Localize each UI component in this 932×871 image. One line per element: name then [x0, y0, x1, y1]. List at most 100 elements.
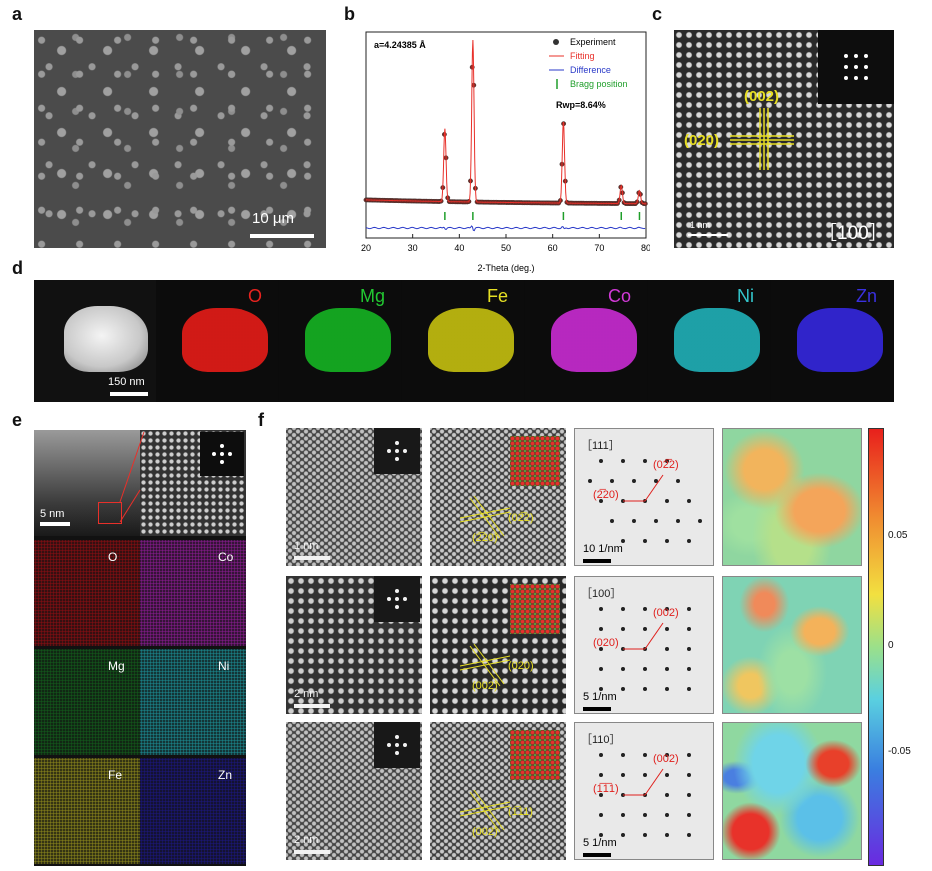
eds-particle-co [551, 308, 637, 372]
f-hrtem-model-2: (020) (002) [430, 576, 566, 714]
hrtem-c-scale-text: 1 nm [690, 220, 711, 230]
e-map-co: Co [140, 540, 246, 646]
eds-label-o: O [247, 286, 262, 306]
eds-grid: 5 nm O Co Mg Ni Fe Zn [34, 430, 246, 866]
f-crystal-model-3 [510, 730, 560, 780]
f-saed-scale-text-1: 10 1/nm [583, 543, 623, 555]
legend-experiment-marker [553, 39, 559, 45]
f-saed-2: ［100］ (002) (020) 5 1/nm [574, 576, 714, 714]
f-saed-scale-bar-1 [583, 559, 611, 563]
xrd-x-tick-label-3: 50 [501, 243, 511, 253]
eds-label-ni: Ni [737, 286, 754, 306]
e-map-ni: Ni [140, 649, 246, 755]
f-strain-map-3 [722, 722, 862, 860]
plane-label-c-020: (020) [684, 132, 720, 149]
f-saed-zone-2: ［100］ [581, 588, 622, 600]
fft-inset-c [818, 30, 894, 104]
legend-difference-label: Difference [570, 65, 611, 75]
eds-label-co: Co [607, 286, 631, 306]
haadf-e-scale-text: 5 nm [40, 508, 65, 520]
panel-label-c: c [652, 4, 663, 24]
f-fft-inset-3 [374, 722, 420, 768]
eds-particle-ni [674, 308, 760, 372]
plane-label-c-002: (002) [744, 88, 780, 105]
xrd-difference-line [365, 225, 646, 232]
f-saed-plane-b-3: (1̅1̅1) [593, 783, 619, 795]
f-plane-label-a-1: (02̅2) [508, 512, 534, 524]
legend-fitting-label: Fitting [570, 51, 595, 61]
eds-particle-fe [428, 308, 514, 372]
e-map-o: O [34, 540, 140, 646]
panel-label-e: e [12, 410, 23, 430]
f-crystal-model-1 [510, 436, 560, 486]
f-hrtem-2: 2 nm [286, 576, 422, 714]
f-saed-scale-text-3: 5 1/nm [583, 837, 617, 849]
legend-experiment-label: Experiment [570, 37, 616, 47]
zone-axis-c: ［100］ [818, 223, 888, 244]
haadf-image: 150 nm [34, 280, 156, 402]
f-strain-map-2 [722, 576, 862, 714]
colorbar-tick-neg: -0.05 [888, 746, 911, 757]
xrd-x-axis-label: 2-Theta (deg.) [477, 263, 534, 273]
xrd-fitting-line [366, 39, 646, 205]
f-plane-label-a-2: (020) [508, 660, 534, 672]
fft-inset-e [200, 432, 244, 476]
legend-bragg-label: Bragg position [570, 79, 628, 89]
eds-map-zn: Zn [771, 280, 893, 402]
f-saed-plane-a-2: (002) [653, 607, 679, 619]
f-hrtem-scale-text-2: 2 nm [294, 688, 319, 700]
f-fft-inset-2 [374, 576, 420, 622]
f-hrtem-scale-bar-3 [294, 850, 330, 854]
f-saed-scale-bar-3 [583, 853, 611, 857]
e-map-zn: Zn [140, 758, 246, 864]
eds-map-co: Co [525, 280, 647, 402]
e-map-label-co: Co [218, 550, 234, 564]
f-plane-label-b-1: (2̅20) [472, 532, 498, 544]
hrtem-e-zoom [140, 430, 246, 536]
xrd-rwp-value: Rwp=8.64% [556, 100, 606, 110]
f-saed-plane-b-1: (2̅20) [593, 489, 619, 501]
xrd-x-tick-label-6: 80 [641, 243, 650, 253]
f-saed-plane-a-3: (002) [653, 753, 679, 765]
hrtem-c-scale-bar [688, 234, 728, 236]
f-saed-zone-3: ［110］ [581, 734, 621, 746]
eds-label-fe: Fe [486, 286, 508, 306]
e-map-mg: Mg [34, 649, 140, 755]
panel-label-d: d [12, 258, 23, 278]
haadf-e-scale-bar [40, 522, 70, 526]
xrd-lattice-parameter: a=4.24385 Å [374, 40, 426, 50]
haadf-scale-bar [110, 392, 148, 396]
xrd-x-tick-label-0: 20 [361, 243, 371, 253]
xrd-x-tick-label-1: 30 [408, 243, 418, 253]
f-hrtem-3: 2 nm [286, 722, 422, 860]
eds-particle-o [182, 308, 268, 372]
xrd-plot-frame [365, 31, 647, 239]
f-saed-zone-1: ［111］ [581, 440, 620, 452]
f-crystal-model-2 [510, 584, 560, 634]
f-hrtem-1: 1 nm [286, 428, 422, 566]
f-plane-label-b-2: (002) [472, 680, 498, 692]
hrtem-image-c: (002) (020) ［100］ 1 nm [674, 30, 894, 248]
xrd-chart: 20 30 40 50 60 70 80 2-Theta (deg.) a=4.24385 … [361, 31, 650, 273]
haadf-particle [64, 306, 148, 372]
colorbar-tick-pos: 0.05 [888, 530, 908, 541]
sem-scale-text: 10 μm [252, 210, 294, 227]
eds-label-zn: Zn [855, 286, 877, 306]
eds-particle-mg [305, 308, 391, 372]
strain-colorbar [868, 428, 884, 866]
haadf-scale-text: 150 nm [108, 376, 145, 388]
f-hrtem-model-1: (02̅2) (2̅20) [430, 428, 566, 566]
f-saed-1: ［111］ (02̅2) (2̅20) 10 1/nm [574, 428, 714, 566]
panel-label-f: f [258, 410, 264, 430]
e-map-fe: Fe [34, 758, 140, 864]
e-map-label-o: O [108, 550, 118, 564]
xrd-x-tick-label-2: 40 [454, 243, 464, 253]
panel-label-b: b [344, 4, 355, 24]
e-map-label-mg: Mg [108, 659, 125, 673]
f-plane-label-b-3: (002) [472, 826, 498, 838]
f-strain-map-1 [722, 428, 862, 566]
xrd-x-tick-label-4: 60 [548, 243, 558, 253]
eds-label-mg: Mg [359, 286, 385, 306]
eds-map-fe: Fe [402, 280, 524, 402]
f-saed-plane-a-1: (02̅2) [653, 459, 679, 471]
